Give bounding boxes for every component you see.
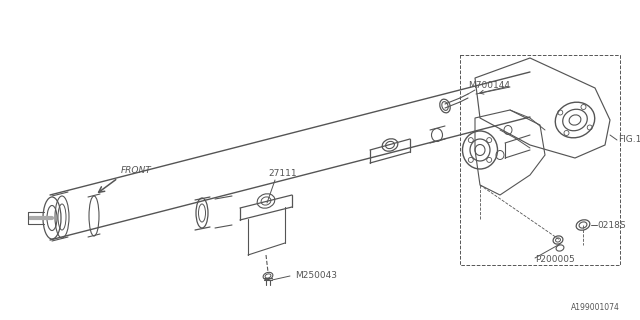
Text: P200005: P200005	[535, 255, 575, 265]
Text: FIG.195: FIG.195	[618, 135, 640, 145]
Text: 27111: 27111	[269, 169, 298, 178]
Text: 0218S: 0218S	[597, 220, 626, 229]
Text: M250043: M250043	[295, 270, 337, 279]
Text: A199001074: A199001074	[571, 303, 620, 312]
Text: M700144: M700144	[468, 81, 510, 90]
Text: FRONT: FRONT	[121, 166, 152, 175]
